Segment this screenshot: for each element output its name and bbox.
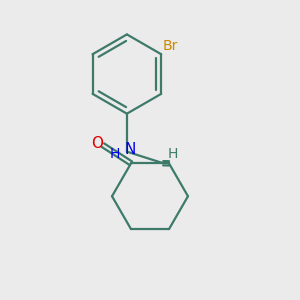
- Text: H: H: [167, 147, 178, 161]
- Text: H: H: [109, 147, 119, 161]
- Text: Br: Br: [163, 39, 178, 52]
- Text: N: N: [124, 142, 136, 158]
- Text: O: O: [91, 136, 103, 151]
